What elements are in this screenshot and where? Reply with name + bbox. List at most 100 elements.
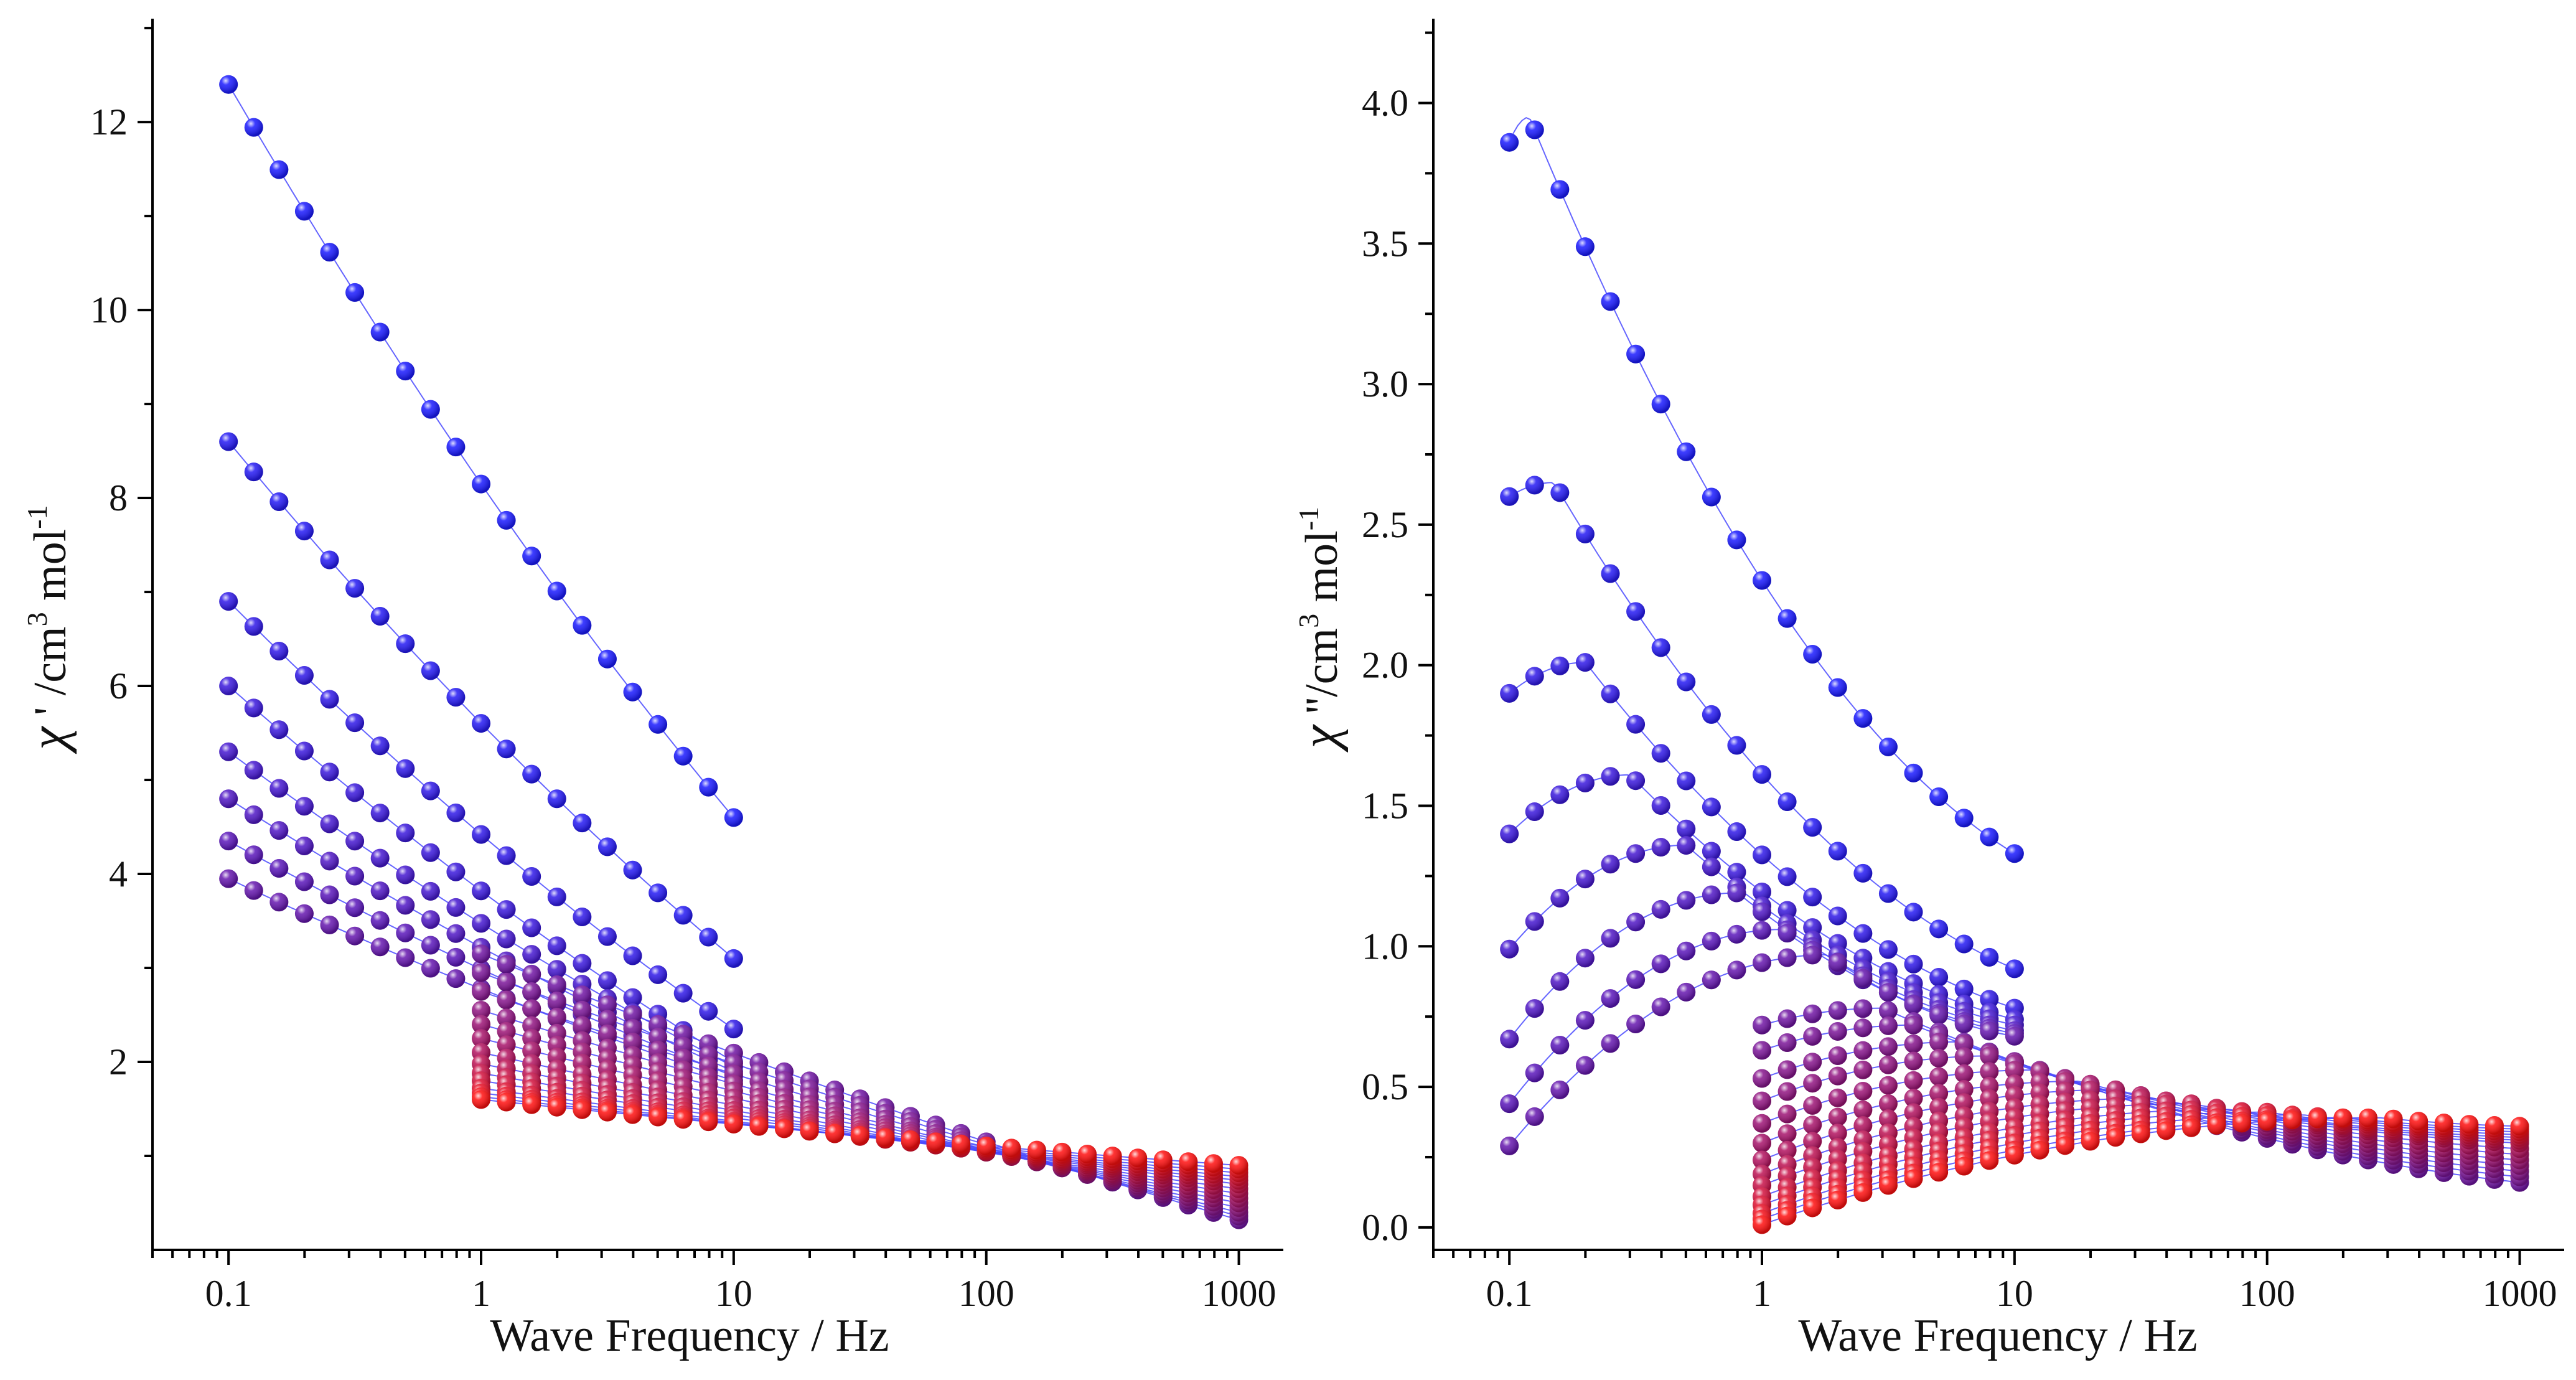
data-point-highlight: [1753, 1091, 1772, 1110]
data-point-highlight: [623, 1105, 642, 1124]
data-point-highlight: [1929, 787, 1949, 807]
data-point-highlight: [1954, 934, 1974, 954]
data-point-highlight: [345, 579, 365, 598]
y-tick-label: 12: [90, 101, 128, 143]
data-point-highlight: [1727, 530, 1746, 550]
data-point-highlight: [370, 848, 390, 868]
data-point-highlight: [345, 866, 365, 886]
data-point-highlight: [1677, 891, 1696, 910]
data-point-highlight: [1702, 487, 1721, 507]
data-point-highlight: [1777, 901, 1797, 920]
data-point-highlight: [1702, 931, 1721, 951]
data-point-highlight: [2081, 1132, 2100, 1151]
data-point-highlight: [547, 936, 566, 955]
data-point-highlight: [673, 906, 693, 925]
data-point-highlight: [522, 945, 541, 964]
data-point-highlight: [1052, 1142, 1072, 1162]
data-point-highlight: [396, 759, 415, 778]
y-tick-label: 2.5: [1362, 504, 1408, 545]
data-point-highlight: [472, 982, 491, 1001]
data-point-highlight: [2030, 1140, 2049, 1160]
data-point-highlight: [1753, 765, 1772, 784]
data-point-highlight: [1626, 715, 1646, 734]
data-point-highlight: [269, 641, 289, 660]
data-point-highlight: [1878, 1094, 1898, 1114]
data-point-highlight: [573, 1016, 592, 1035]
data-point-highlight: [1929, 1033, 1949, 1052]
chi-prime-x-ticks: 0.1 1 10 100 1000: [151, 1250, 1276, 1314]
data-point-highlight: [1828, 1088, 1847, 1107]
data-point-highlight: [1727, 883, 1746, 903]
data-point-highlight: [649, 1028, 668, 1047]
x-tick-label: 10: [1996, 1273, 2033, 1314]
data-point-highlight: [1954, 979, 1974, 998]
x-tick-label: 0.1: [1486, 1273, 1533, 1314]
data-point-highlight: [522, 999, 541, 1018]
data-point-highlight: [1929, 1067, 1949, 1086]
data-point-highlight: [1677, 672, 1696, 692]
chi-prime-y-ticks: 2 4 6 8 10 12: [90, 27, 152, 1158]
data-point-highlight: [850, 1126, 869, 1145]
data-point-highlight: [2384, 1109, 2403, 1129]
x-tick-label: 1: [472, 1273, 490, 1314]
data-point-highlight: [1601, 855, 1620, 874]
data-point-highlight: [1500, 1136, 1519, 1155]
data-point-highlight: [2308, 1109, 2327, 1129]
data-point-highlight: [1853, 1081, 1873, 1101]
data-point-highlight: [1500, 939, 1519, 959]
data-point-highlight: [1777, 792, 1797, 812]
data-point-highlight: [1677, 982, 1696, 1002]
data-point-highlight: [1954, 1080, 1974, 1099]
data-point-highlight: [1500, 133, 1519, 152]
data-point-highlight: [1954, 1157, 1974, 1176]
data-point-highlight: [2283, 1110, 2302, 1130]
data-point-highlight: [320, 550, 339, 570]
data-point-highlight: [1550, 888, 1570, 908]
data-point-highlight: [497, 955, 516, 974]
data-point-highlight: [1904, 1169, 1923, 1188]
data-point-highlight: [2510, 1117, 2529, 1136]
data-point-highlight: [547, 887, 566, 906]
data-point-highlight: [345, 283, 365, 302]
data-point-highlight: [1575, 773, 1595, 792]
data-point-highlight: [1803, 1026, 1822, 1046]
x-tick-label: 1000: [2483, 1273, 2557, 1314]
data-point-highlight: [1954, 1064, 1974, 1083]
data-point-highlight: [1828, 1021, 1847, 1041]
data-point-highlight: [1904, 1103, 1923, 1122]
data-point-highlight: [345, 783, 365, 802]
data-point-highlight: [623, 1005, 642, 1025]
data-point-highlight: [1828, 906, 1847, 926]
data-point-highlight: [1550, 972, 1570, 991]
data-point-highlight: [497, 972, 516, 992]
data-point-highlight: [421, 881, 440, 901]
data-point-highlight: [1904, 1015, 1923, 1035]
data-point-highlight: [1929, 1163, 1949, 1182]
data-point-highlight: [2460, 1115, 2479, 1134]
data-point-highlight: [1626, 602, 1646, 621]
data-point-highlight: [396, 865, 415, 885]
fit-line: [1509, 116, 2015, 855]
data-point-highlight: [472, 1090, 491, 1109]
data-point-highlight: [1777, 609, 1797, 628]
data-point-highlight: [2131, 1124, 2150, 1143]
data-point-highlight: [1828, 842, 1847, 861]
data-point-highlight: [219, 869, 238, 888]
data-point-highlight: [1651, 744, 1670, 763]
data-point-highlight: [370, 606, 390, 626]
data-point-highlight: [1803, 1096, 1822, 1115]
data-point-highlight: [1954, 1015, 1974, 1034]
data-point-highlight: [649, 715, 668, 734]
data-point-highlight: [724, 1114, 743, 1134]
data-point-highlight: [244, 845, 263, 865]
data-point-highlight: [1002, 1138, 1021, 1158]
data-point-highlight: [699, 1112, 718, 1132]
data-point-highlight: [497, 739, 516, 759]
data-point-highlight: [446, 803, 466, 822]
data-point-highlight: [699, 927, 718, 947]
chi-prime-y-axis-title: χ ' /cm3 mol-1: [19, 505, 77, 754]
data-point-highlight: [269, 720, 289, 739]
data-point-highlight: [1179, 1152, 1198, 1171]
data-point-highlight: [1103, 1147, 1122, 1166]
y-tick-label: 4: [109, 853, 128, 894]
